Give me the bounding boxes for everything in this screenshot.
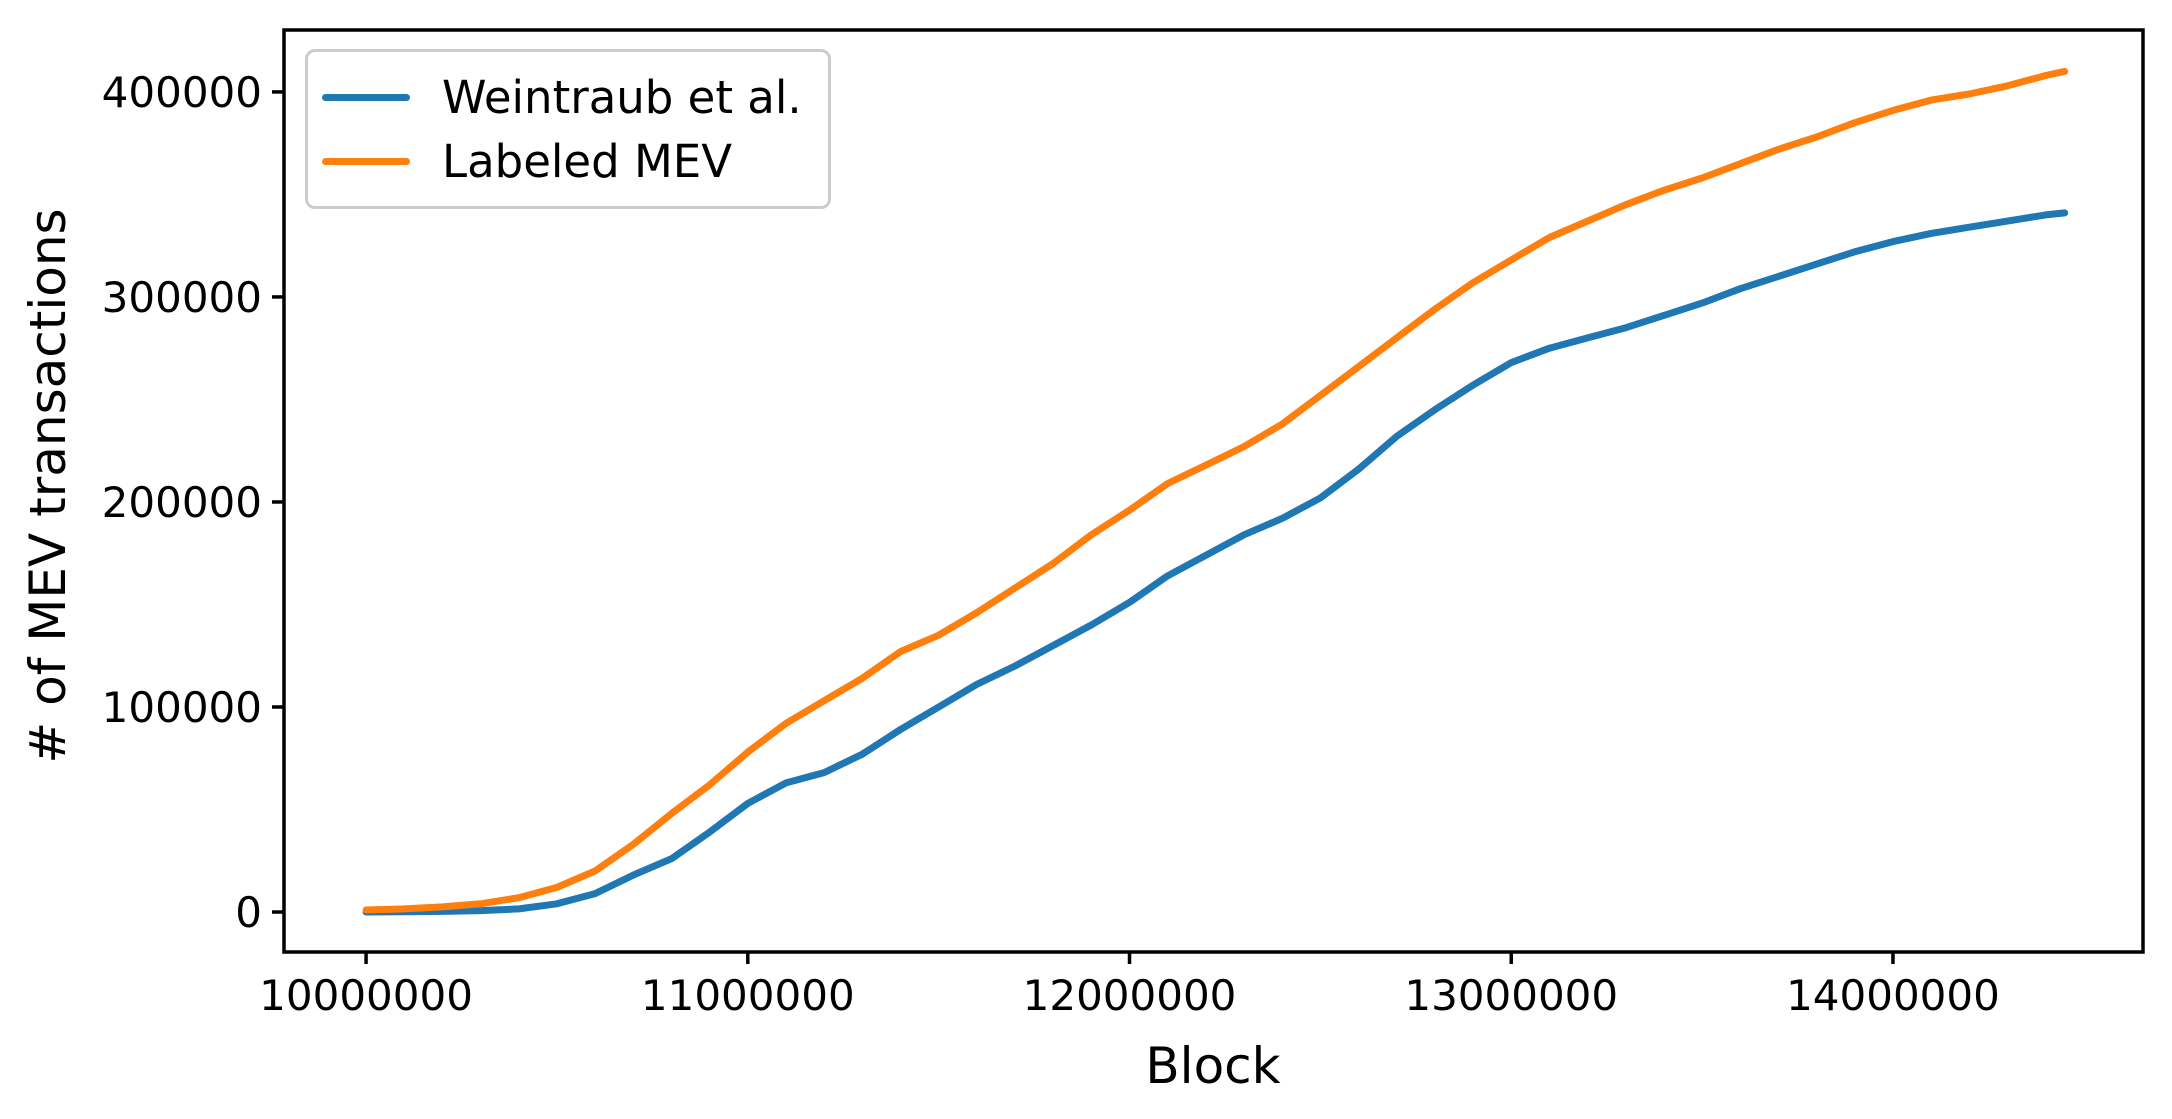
legend-item-labeled-mev: Labeled MEV (322, 130, 802, 192)
legend-item-weintraub: Weintraub et al. (322, 66, 802, 128)
x-tick-label: 14000000 (1786, 971, 2000, 1020)
y-tick-label: 0 (235, 888, 262, 937)
legend-line-swatch-weintraub (322, 93, 410, 101)
x-tick-label: 13000000 (1404, 971, 1618, 1020)
series-line-weintraub-et-al (362, 209, 2069, 916)
x-tick-label: 12000000 (1023, 971, 1237, 1020)
y-tick-label: 300000 (102, 273, 262, 322)
y-axis-label: # of MEV transactions (19, 208, 77, 764)
legend-label-weintraub: Weintraub et al. (442, 70, 802, 124)
plot-border (282, 28, 2145, 954)
y-tick-label: 400000 (102, 68, 262, 117)
x-axis-label: Block (1145, 1037, 1281, 1095)
x-tick-label: 10000000 (259, 971, 473, 1020)
legend-line-swatch-labeled-mev (322, 157, 410, 165)
y-tick-label: 200000 (102, 478, 262, 527)
legend-label-labeled-mev: Labeled MEV (442, 134, 732, 188)
x-tick-label: 11000000 (641, 971, 855, 1020)
legend: Weintraub et al. Labeled MEV (305, 49, 831, 209)
series-line-labeled-mev (362, 67, 2069, 914)
y-tick-label: 100000 (102, 683, 262, 732)
